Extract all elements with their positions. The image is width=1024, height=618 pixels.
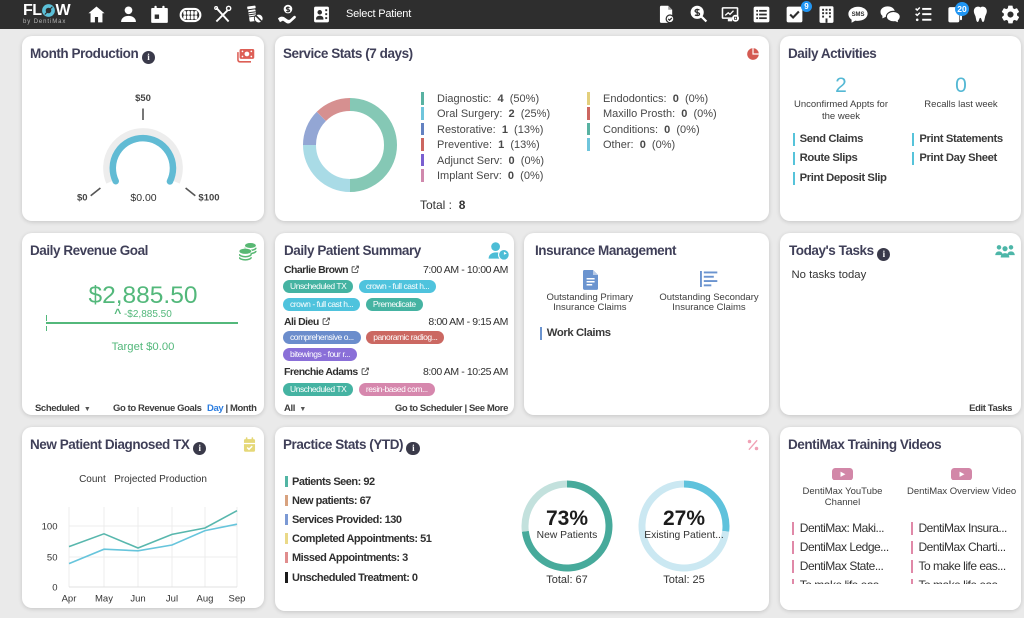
svg-text:SMS: SMS <box>852 12 865 18</box>
svg-text:Existing Patient...: Existing Patient... <box>644 530 724 541</box>
svg-text:New Patients: New Patients <box>537 530 598 541</box>
svg-text:$50: $50 <box>135 93 151 104</box>
svg-text:50: 50 <box>47 553 58 564</box>
svg-text:May: May <box>95 594 113 605</box>
svg-text:Apr: Apr <box>62 594 77 605</box>
svg-text:$0.00: $0.00 <box>130 192 156 204</box>
svg-text:27%: 27% <box>663 507 705 530</box>
svg-text:$100: $100 <box>198 193 219 204</box>
svg-text:Sep: Sep <box>229 594 246 605</box>
svg-text:Jun: Jun <box>130 594 145 605</box>
svg-text:Aug: Aug <box>197 594 214 605</box>
svg-text:0: 0 <box>52 583 57 594</box>
svg-text:$0: $0 <box>77 193 88 204</box>
svg-text:100: 100 <box>42 522 58 533</box>
svg-text:Jul: Jul <box>166 594 178 605</box>
svg-text:73%: 73% <box>546 507 588 530</box>
